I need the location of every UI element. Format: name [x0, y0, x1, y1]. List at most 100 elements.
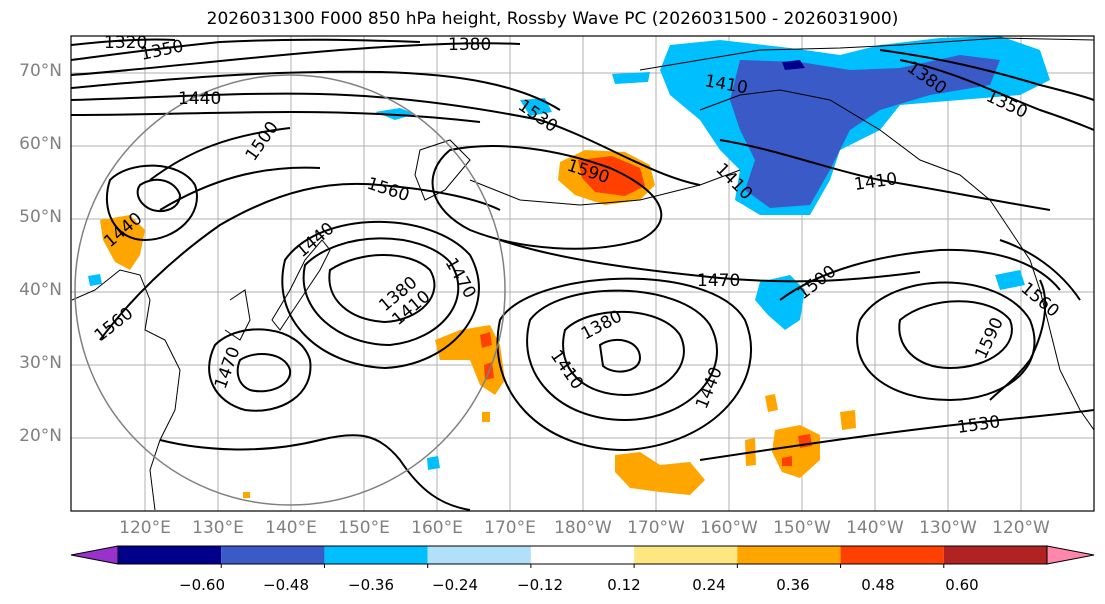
lon-label-140w: 140°W — [846, 518, 904, 538]
contour-low-central-3 — [526, 289, 718, 422]
coast-japan — [271, 239, 331, 331]
colorbar-extend-low — [70, 545, 119, 565]
contour-1350 — [71, 38, 421, 61]
colorbar-segment — [221, 546, 325, 564]
colorbar-segment — [324, 546, 428, 564]
lon-label-160e: 160°E — [411, 518, 463, 538]
colorbar-tick-label: 0.24 — [692, 576, 726, 594]
contour-1380-north — [71, 42, 521, 76]
pos-region-hawaii2-core — [782, 434, 812, 466]
colorbar-tick-label: −0.36 — [348, 576, 394, 594]
map-frame — [70, 35, 1095, 512]
colorbar-tick-label: 0.12 — [607, 576, 641, 594]
gridlines — [71, 36, 1094, 511]
pos-region-nepacific-core — [578, 156, 645, 196]
lon-label-160w: 160°W — [700, 518, 758, 538]
pos-region-small2 — [765, 394, 778, 412]
contour-1590-east — [989, 279, 1047, 401]
map-title: 2026031300 F000 850 hPa height, Rossby W… — [206, 9, 899, 29]
colorbar-segment — [118, 546, 222, 564]
contour-1560-east — [999, 239, 1081, 301]
colorbar-tick-label: 0.48 — [861, 576, 895, 594]
colorbar-tick-label: −0.12 — [517, 576, 563, 594]
neg-region-small2 — [520, 98, 552, 116]
lon-label-150e: 150°E — [338, 518, 390, 538]
colorbar-segment — [840, 546, 944, 564]
contour-1410-north — [71, 70, 561, 111]
contour-label: 1440 — [178, 89, 221, 109]
contour-1470-mid — [499, 239, 921, 283]
contour-low-east-2 — [856, 281, 1036, 402]
contour-south-west — [159, 434, 471, 511]
neg-region-small3 — [88, 274, 102, 286]
contour-label: 1320 — [104, 33, 147, 53]
contour-1560 — [99, 182, 501, 341]
colorbar-tick-label: −0.60 — [179, 576, 225, 594]
contour-1500-mid — [779, 248, 1061, 301]
contour-1380-east — [879, 49, 1094, 101]
lat-label-70: 70°N — [19, 61, 62, 81]
colorbar-tick-label: 0.60 — [945, 576, 979, 594]
colorbar-segment — [427, 546, 531, 564]
lat-label-50: 50°N — [19, 207, 62, 227]
pos-region-small1 — [840, 410, 856, 430]
lon-label-130w: 130°W — [919, 518, 977, 538]
contour-low-west-3 — [281, 220, 480, 370]
contour-1350-east — [899, 59, 1094, 131]
colorbar — [70, 545, 1095, 568]
contour-1440 — [71, 92, 701, 186]
height-contours — [71, 38, 1094, 511]
colorbar-border — [117, 545, 1048, 565]
contour-low-central-4 — [496, 277, 752, 452]
contour-1320 — [71, 38, 176, 46]
pos-region-manchuria — [100, 215, 145, 270]
range-circle — [74, 74, 506, 506]
shading-positive — [100, 150, 856, 498]
pos-region-small5 — [243, 492, 250, 498]
contour-1470-north — [71, 110, 481, 123]
contour-low-nw — [136, 178, 182, 213]
lon-label-120w: 120°W — [992, 518, 1050, 538]
colorbar-segment — [634, 546, 738, 564]
colorbar-segment — [530, 546, 635, 564]
neg-region-east — [755, 275, 805, 330]
lat-label-30: 30°N — [19, 353, 62, 373]
colorbar-segment — [737, 546, 841, 564]
contour-low-west-2 — [302, 237, 460, 347]
pos-region-hawaii1 — [615, 452, 705, 495]
colorbar-tick-label: −0.24 — [432, 576, 478, 594]
contour-low-central-2 — [562, 310, 685, 397]
contour-low-east — [898, 300, 1013, 370]
lon-label-120e: 120°E — [119, 518, 171, 538]
lon-label-180w: 180°W — [554, 518, 612, 538]
contour-1530 — [159, 166, 321, 211]
lon-label-170w: 170°W — [627, 518, 685, 538]
pos-region-small4 — [482, 412, 490, 422]
contour-1410-east — [719, 139, 1051, 211]
lat-label-60: 60°N — [19, 134, 62, 154]
lat-label-20: 20°N — [19, 426, 62, 446]
coast-kamchatka — [414, 139, 471, 201]
contour-1500 — [149, 127, 291, 181]
colorbar-tick-label: 0.36 — [776, 576, 810, 594]
coast-asia — [71, 269, 181, 511]
coast-aleutians — [469, 169, 741, 206]
contour-low-west — [328, 254, 436, 324]
neg-region-small6 — [612, 72, 650, 84]
contour-low-sw-2 — [208, 328, 312, 412]
coastlines — [71, 37, 1094, 511]
colorbar-extend-high — [1046, 545, 1095, 565]
contour-low-central — [598, 338, 642, 373]
coast-korea — [224, 289, 251, 341]
neg-region-small5 — [995, 270, 1025, 290]
colorbar-tick-label: −0.48 — [263, 576, 309, 594]
neg-region-small4 — [427, 456, 440, 470]
lon-label-170e: 170°E — [484, 518, 536, 538]
lon-label-140e: 140°E — [265, 518, 317, 538]
lon-label-130e: 130°E — [192, 518, 244, 538]
contour-label: 1470 — [697, 271, 740, 291]
contour-1530-south — [699, 409, 1094, 461]
lon-label-150w: 150°W — [773, 518, 831, 538]
contour-1590-high — [431, 145, 663, 250]
